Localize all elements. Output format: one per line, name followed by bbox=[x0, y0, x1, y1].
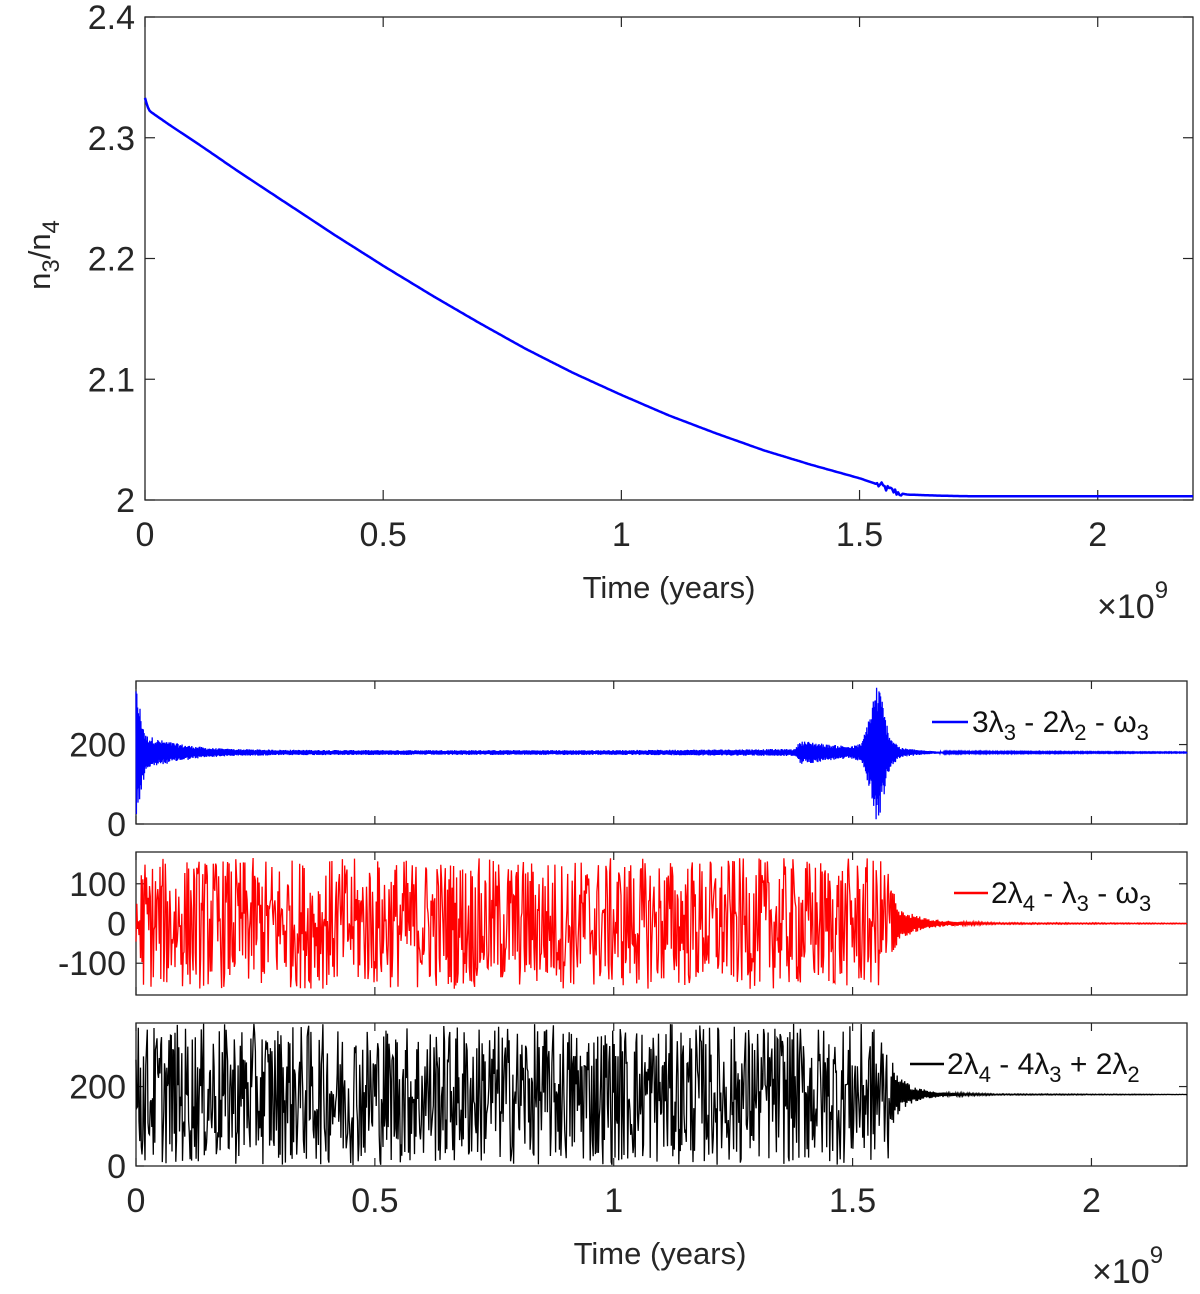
bottom-x-multiplier: ×109 bbox=[1092, 1242, 1163, 1291]
y-tick-label: 2.2 bbox=[88, 241, 135, 279]
y-tick-label: 2 bbox=[116, 482, 135, 520]
x-tick-label: 1.5 bbox=[829, 1182, 876, 1220]
x-tick-label: 2 bbox=[1082, 1182, 1101, 1220]
top-plot: 2 2.1 2.2 2.3 2.4 0 0.5 1 1.5 2 Time (years) ×109… bbox=[22, 0, 1194, 626]
black-legend-label: 2λ4 - 4λ3 + 2λ2 bbox=[947, 1048, 1140, 1087]
red-series-line bbox=[135, 857, 1188, 989]
x-tick-label: 0.5 bbox=[360, 516, 407, 554]
top-plot-frame bbox=[144, 16, 1194, 501]
blue-panel: 0 200 3λ3 - 2λ2 - ω3 bbox=[69, 680, 1188, 844]
y-tick-label: 0 bbox=[107, 1148, 126, 1186]
bottom-x-multiplier-exp: 9 bbox=[1150, 1242, 1163, 1269]
x-tick-label: 2 bbox=[1088, 516, 1107, 554]
y-tick-label: 0 bbox=[107, 806, 126, 844]
top-series-line bbox=[143, 97, 1193, 498]
x-tick-label: 1.5 bbox=[836, 516, 883, 554]
top-plot-ticks: 2 2.1 2.2 2.3 2.4 0 0.5 1 1.5 2 bbox=[88, 0, 1193, 554]
y-tick-label: 0 bbox=[107, 906, 126, 944]
blue-series-line bbox=[135, 687, 1188, 820]
black-series-line bbox=[135, 1023, 1188, 1166]
top-ylabel-n3: n bbox=[22, 273, 57, 290]
red-legend-label: 2λ4 - λ3 - ω3 bbox=[991, 877, 1151, 916]
y-tick-label: 2.1 bbox=[88, 361, 135, 399]
black-panel-ticks: 0 200 0 0.5 1 1.5 2 bbox=[69, 1023, 1187, 1220]
top-ylabel-n4: /n bbox=[22, 233, 57, 259]
black-panel: 0 200 0 0.5 1 1.5 2 2λ4 - 4λ3 + 2λ2 Time (year… bbox=[69, 1022, 1188, 1291]
bottom-x-multiplier-base: ×10 bbox=[1092, 1253, 1150, 1291]
y-tick-label: 200 bbox=[69, 727, 126, 765]
y-tick-label: 100 bbox=[69, 866, 126, 904]
x-tick-label: 1 bbox=[612, 516, 631, 554]
top-x-multiplier-exp: 9 bbox=[1155, 577, 1168, 604]
y-tick-label: 200 bbox=[69, 1069, 126, 1107]
x-tick-label: 0 bbox=[136, 516, 155, 554]
y-tick-label: 2.3 bbox=[88, 120, 135, 158]
y-tick-label: -100 bbox=[58, 945, 126, 983]
x-tick-label: 0 bbox=[127, 1182, 146, 1220]
y-tick-label: 2.4 bbox=[88, 0, 135, 37]
x-tick-label: 0.5 bbox=[351, 1182, 398, 1220]
top-ylabel-sub3: 3 bbox=[38, 259, 65, 272]
blue-panel-ticks: 0 200 bbox=[69, 681, 1187, 844]
top-x-multiplier-base: ×10 bbox=[1097, 588, 1155, 626]
bottom-xlabel: Time (years) bbox=[574, 1236, 747, 1271]
top-ylabel-sub4: 4 bbox=[38, 220, 65, 233]
top-xlabel: Time (years) bbox=[583, 570, 756, 605]
top-x-multiplier: ×109 bbox=[1097, 577, 1168, 626]
blue-legend-label: 3λ3 - 2λ2 - ω3 bbox=[972, 706, 1149, 745]
x-tick-label: 1 bbox=[604, 1182, 623, 1220]
top-ylabel: n3/n4 bbox=[22, 220, 65, 290]
